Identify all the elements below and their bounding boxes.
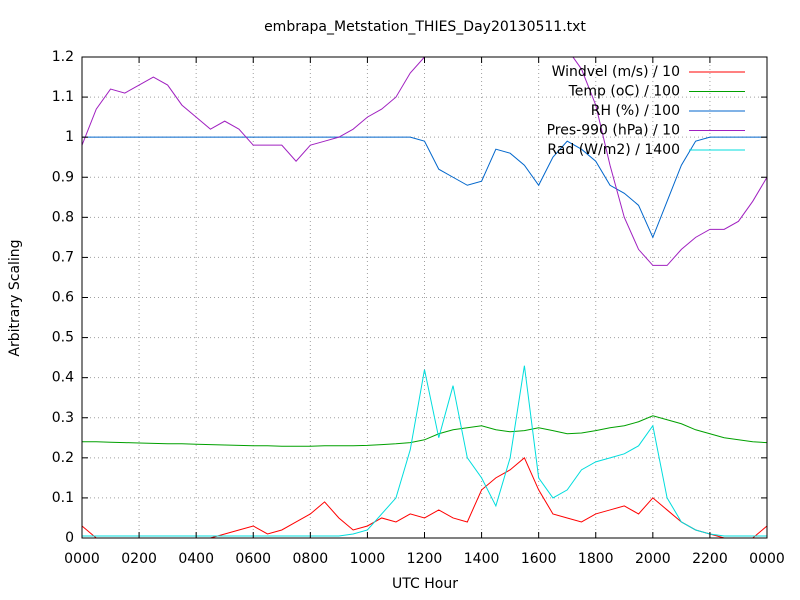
legend-label: Windvel (m/s) / 10 — [552, 64, 680, 80]
y-tick-label: 1.2 — [52, 49, 74, 65]
legend-label: RH (%) / 100 — [591, 103, 680, 119]
y-tick-label: 0.3 — [52, 410, 74, 426]
series-line — [82, 457, 767, 538]
y-tick-label: 0.2 — [52, 450, 74, 466]
x-tick-label: 1000 — [350, 551, 386, 567]
x-tick-label: 0600 — [235, 551, 271, 567]
y-tick-label: 0 — [65, 530, 74, 546]
series-line — [82, 415, 767, 447]
y-tick-label: 1 — [65, 129, 74, 145]
x-tick-label: 1600 — [521, 551, 557, 567]
y-tick-label: 1.1 — [52, 89, 74, 105]
x-tick-label: 1800 — [578, 551, 614, 567]
x-tick-label: 0200 — [121, 551, 157, 567]
legend-label: Rad (W/m2) / 1400 — [547, 142, 680, 158]
x-tick-label: 2000 — [635, 551, 671, 567]
series-line — [82, 57, 767, 266]
y-tick-label: 0.5 — [52, 330, 74, 346]
y-tick-label: 0.8 — [52, 209, 74, 225]
y-tick-label: 0.6 — [52, 290, 74, 306]
y-tick-label: 0.9 — [52, 169, 74, 185]
y-axis-label: Arbitrary Scaling — [7, 239, 23, 356]
x-tick-label: 0400 — [178, 551, 214, 567]
x-tick-label: 0000 — [749, 551, 785, 567]
y-tick-label: 0.1 — [52, 490, 74, 506]
x-tick-label: 0800 — [293, 551, 329, 567]
x-axis-label: UTC Hour — [392, 576, 458, 592]
chart-title: embrapa_Metstation_THIES_Day20130511.txt — [264, 19, 586, 35]
x-tick-label: 1200 — [407, 551, 443, 567]
legend-label: Pres-990 (hPa) / 10 — [547, 123, 680, 139]
legend-label: Temp (oC) / 100 — [568, 84, 680, 100]
x-tick-label: 2200 — [692, 551, 728, 567]
x-tick-label: 1400 — [464, 551, 500, 567]
series-line — [82, 136, 767, 239]
y-tick-label: 0.7 — [52, 249, 74, 265]
x-tick-label: 0000 — [64, 551, 100, 567]
y-tick-label: 0.4 — [52, 370, 74, 386]
legend: Windvel (m/s) / 10 Temp (oC) / 100 RH (%) … — [547, 64, 745, 158]
